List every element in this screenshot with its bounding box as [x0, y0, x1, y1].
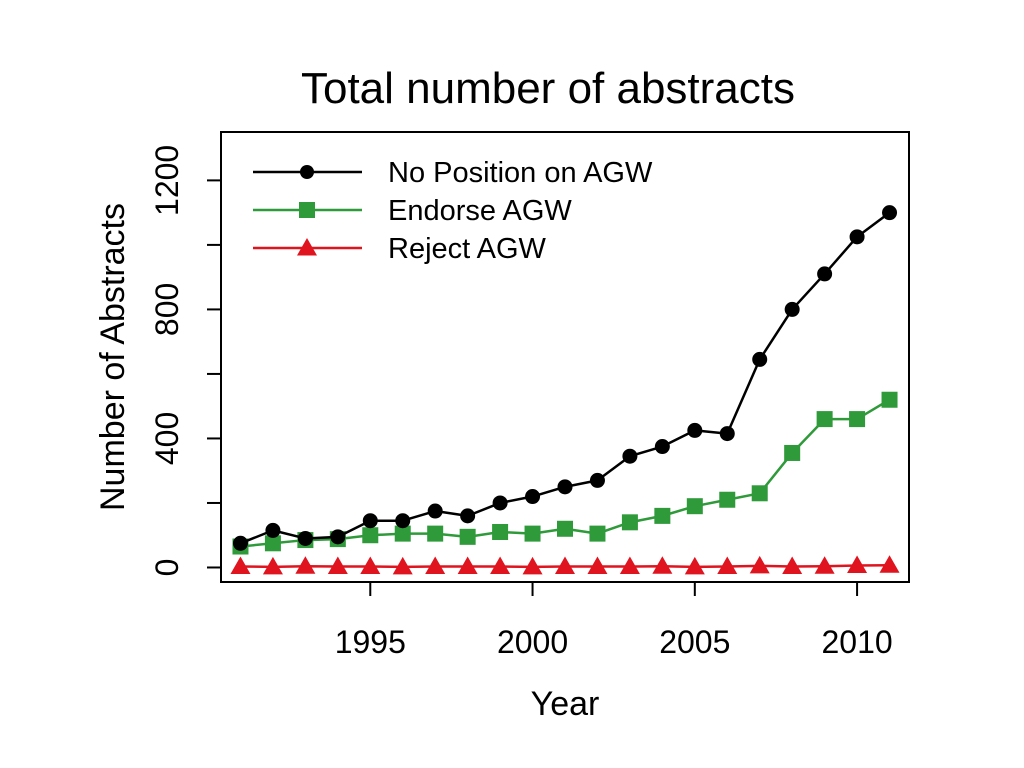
x-tick-label: 2010: [821, 624, 892, 660]
x-axis-label: Year: [531, 685, 600, 723]
data-point: [589, 472, 605, 488]
data-point: [587, 556, 608, 575]
legend-marker: [297, 238, 317, 256]
x-tick-label: 2000: [497, 624, 568, 660]
data-point: [264, 535, 281, 552]
data-point: [816, 411, 833, 428]
data-point: [427, 503, 443, 519]
legend-label: Endorse AGW: [388, 195, 572, 227]
data-point: [395, 513, 411, 529]
data-point: [457, 556, 478, 575]
data-point: [719, 426, 735, 442]
data-point: [784, 444, 801, 461]
y-tick-label: 1200: [149, 145, 185, 216]
x-tick-label: 2005: [659, 624, 730, 660]
data-point: [621, 514, 638, 531]
data-point: [262, 556, 283, 575]
data-point: [847, 555, 868, 574]
data-point: [360, 556, 381, 575]
data-point: [524, 525, 541, 542]
y-tick-label: 0: [149, 559, 185, 577]
data-point: [427, 525, 444, 542]
data-point: [684, 556, 705, 575]
data-point: [751, 485, 768, 502]
legend-label: Reject AGW: [388, 233, 547, 265]
data-point: [654, 439, 670, 455]
data-point: [492, 495, 508, 511]
data-point: [881, 391, 898, 408]
data-point: [394, 525, 411, 542]
data-point: [555, 556, 575, 575]
legend-item-no-position-on-agw: No Position on AGW: [253, 157, 653, 189]
legend-label: No Position on AGW: [388, 157, 653, 189]
legend-item-reject-agw: Reject AGW: [253, 233, 547, 265]
x-axis: 1995 2000 2005 2010: [335, 581, 893, 660]
data-point: [784, 301, 800, 317]
legend-marker: [300, 165, 314, 179]
data-point: [362, 527, 379, 544]
series-reject-agw: [230, 555, 900, 575]
data-point: [814, 556, 835, 574]
series-no-position-on-agw: [232, 205, 898, 551]
y-tick-label: 800: [149, 283, 185, 336]
data-point: [265, 522, 281, 538]
data-point: [392, 556, 413, 575]
data-point: [232, 535, 248, 551]
data-point: [425, 556, 446, 575]
data-point: [654, 507, 671, 524]
data-point: [752, 351, 768, 367]
legend-item-endorse-agw: Endorse AGW: [253, 195, 572, 227]
data-point: [362, 513, 378, 529]
y-axis-label: Number of Abstracts: [94, 203, 132, 511]
data-point: [230, 556, 251, 575]
data-point: [622, 448, 638, 464]
data-point: [459, 528, 476, 545]
series-endorse-agw: [232, 391, 898, 555]
data-point: [557, 479, 573, 495]
y-tick-label: 400: [149, 412, 185, 465]
chart-title: Total number of abstracts: [301, 64, 795, 113]
data-point: [297, 530, 313, 546]
data-point: [849, 229, 865, 245]
data-point: [686, 498, 703, 515]
legend: No Position on AGW Endorse AGW Reject AGW: [253, 157, 653, 265]
data-point: [327, 556, 348, 575]
series-layer: [230, 205, 900, 575]
data-point: [490, 556, 511, 575]
y-axis: 0 400 800 1200: [149, 145, 222, 577]
data-point: [879, 555, 900, 573]
data-point: [460, 508, 476, 524]
data-point: [717, 556, 738, 575]
data-point: [525, 489, 541, 505]
data-point: [687, 422, 703, 438]
data-point: [719, 491, 736, 508]
legend-marker: [299, 202, 315, 218]
data-point: [295, 556, 316, 574]
data-point: [557, 520, 573, 537]
data-point: [782, 556, 803, 575]
data-point: [522, 556, 543, 575]
data-point: [652, 556, 673, 574]
data-point: [492, 524, 509, 540]
x-tick-label: 1995: [335, 624, 406, 660]
data-point: [749, 555, 770, 574]
data-point: [330, 529, 346, 545]
data-point: [849, 411, 866, 428]
data-point: [882, 205, 898, 221]
data-point: [589, 525, 606, 542]
data-point: [817, 266, 833, 282]
data-point: [619, 556, 640, 575]
